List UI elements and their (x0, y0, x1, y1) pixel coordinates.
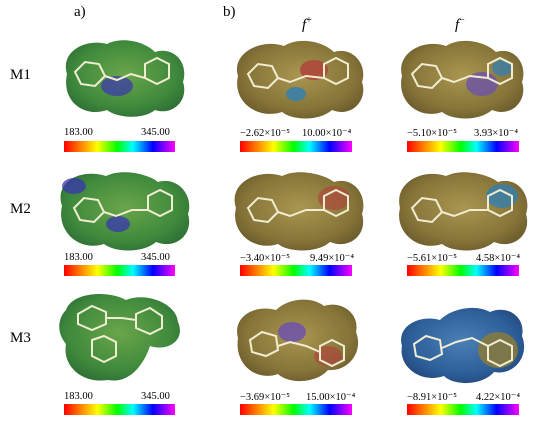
fminus-sup: − (459, 15, 465, 26)
fminus-max-m1: 3.93×10⁻⁴ (474, 128, 518, 139)
row-label-m3: M3 (10, 330, 31, 346)
fplus-max-m3: 15.00×10⁻⁴ (306, 392, 356, 403)
fminus-surface-m2 (399, 172, 528, 251)
fplus-min-m2: −3.40×10⁻⁵ (240, 253, 290, 264)
esp-min-m3: 183.00 (64, 391, 93, 402)
fplus-surface-m2 (234, 172, 364, 251)
esp-surface-m1 (65, 40, 185, 117)
panel-label-b: b) (223, 4, 236, 20)
esp-scale-bar-m2 (64, 265, 175, 276)
fplus-min-m3: −3.69×10⁻⁵ (240, 392, 290, 403)
fminus-surface-m3 (401, 307, 525, 384)
fplus-column-header: f+ (302, 15, 312, 34)
panel-label-a: a) (74, 4, 86, 20)
esp-surface-m2 (60, 172, 190, 251)
fplus-scale-bar-m2 (240, 265, 352, 276)
fminus-column-header: f− (455, 15, 465, 34)
fplus-scale-bar-m1 (240, 141, 352, 152)
fplus-scale-bar-m3 (240, 404, 352, 415)
fplus-surface-m3 (237, 299, 359, 382)
esp-scale-bar-m3 (64, 404, 175, 415)
fminus-min-m2: −5.61×10⁻⁵ (407, 253, 457, 264)
esp-max-m1: 345.00 (141, 127, 170, 138)
esp-max-m3: 345.00 (141, 391, 170, 402)
fplus-max-m1: 10.00×10⁻⁴ (302, 128, 352, 139)
fminus-max-m2: 4.58×10⁻⁴ (476, 253, 520, 264)
fplus-letter: f (302, 17, 307, 33)
fminus-max-m3: 4.22×10⁻⁴ (476, 392, 520, 403)
esp-surface-m3 (59, 294, 180, 381)
fminus-surface-m1 (401, 40, 524, 119)
fplus-min-m1: −2.62×10⁻⁵ (240, 128, 290, 139)
row-label-m2: M2 (10, 201, 31, 217)
esp-min-m1: 183.00 (64, 127, 93, 138)
esp-min-m2: 183.00 (64, 252, 93, 263)
fminus-scale-bar-m1 (407, 141, 519, 152)
fminus-scale-bar-m2 (407, 265, 519, 276)
esp-scale-bar-m1 (64, 141, 175, 152)
fplus-max-m2: 9.49×10⁻⁴ (310, 253, 354, 264)
fminus-min-m1: −5.10×10⁻⁵ (407, 128, 457, 139)
fplus-surface-m1 (236, 40, 364, 119)
fminus-letter: f (455, 17, 460, 33)
fminus-min-m3: −8.91×10⁻⁵ (407, 392, 457, 403)
fminus-scale-bar-m3 (407, 404, 519, 415)
fplus-sup: + (306, 15, 312, 26)
row-label-m1: M1 (10, 67, 31, 83)
esp-max-m2: 345.00 (141, 252, 170, 263)
